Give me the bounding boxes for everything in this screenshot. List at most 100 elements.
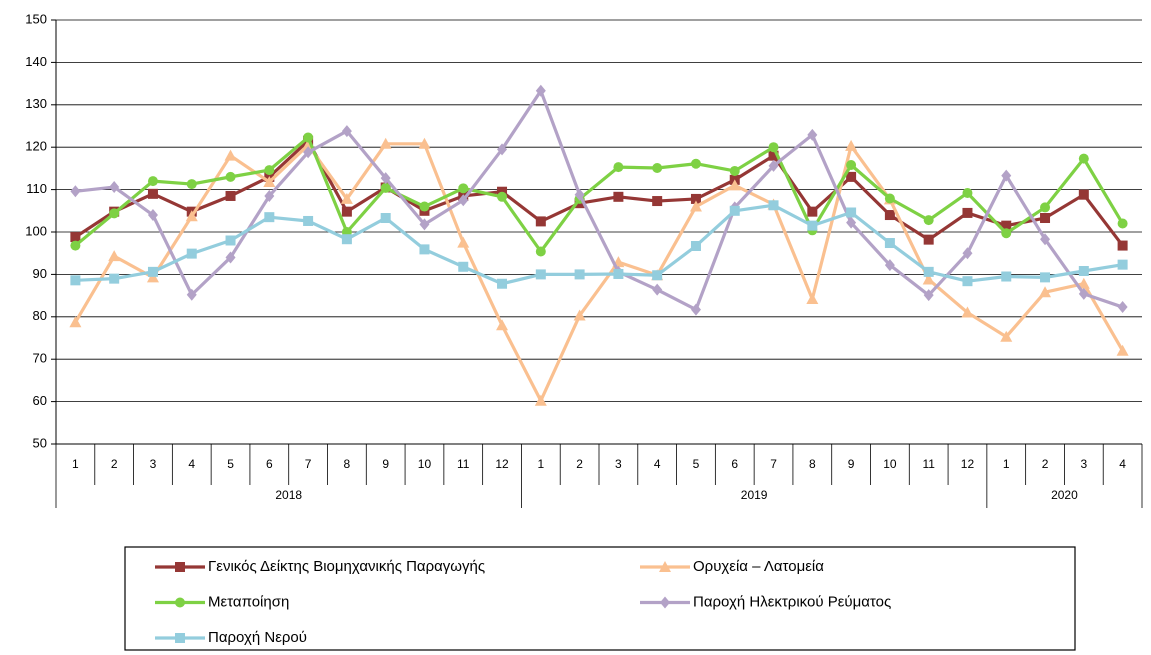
x-tick-label: 10	[418, 457, 432, 471]
marker	[652, 283, 663, 296]
marker	[922, 273, 935, 285]
marker	[340, 192, 353, 204]
marker	[303, 215, 314, 226]
x-tick-label: 9	[848, 457, 855, 471]
marker	[264, 165, 275, 176]
marker	[496, 319, 509, 331]
x-tick-label: 3	[615, 457, 622, 471]
x-tick-label: 4	[188, 457, 195, 471]
marker	[147, 188, 158, 199]
marker	[419, 218, 430, 231]
legend-box	[124, 546, 1076, 651]
marker	[807, 128, 818, 141]
marker	[175, 633, 185, 643]
marker	[846, 160, 857, 171]
marker	[1001, 169, 1012, 182]
marker	[1117, 218, 1128, 229]
y-tick-label: 50	[33, 435, 47, 450]
series	[70, 132, 1128, 257]
marker	[147, 209, 158, 222]
x-tick-label: 11	[922, 457, 935, 471]
marker	[70, 232, 81, 243]
marker	[225, 235, 236, 246]
marker	[458, 194, 469, 207]
marker	[534, 394, 547, 406]
x-tick-label: 10	[883, 457, 897, 471]
marker	[1039, 286, 1052, 298]
series-line	[75, 89, 1124, 312]
marker	[535, 246, 546, 257]
marker	[535, 84, 546, 97]
legend-label: Γενικός Δείκτης Βιομηχανικής Παραγωγής	[208, 558, 485, 575]
x-tick-label: 1	[537, 457, 544, 471]
marker	[341, 234, 352, 245]
y-tick-label: 80	[33, 308, 47, 323]
marker	[1040, 233, 1051, 246]
marker	[923, 234, 934, 245]
marker	[186, 248, 197, 259]
x-tick-label: 6	[731, 457, 738, 471]
marker	[70, 240, 81, 251]
x-tick-label: 8	[344, 457, 351, 471]
marker	[660, 596, 670, 609]
x-tick-label: 2	[576, 457, 583, 471]
marker	[497, 143, 508, 156]
marker	[380, 213, 391, 224]
x-tick-label: 12	[495, 457, 509, 471]
y-tick-label: 110	[26, 181, 47, 196]
series	[70, 200, 1128, 289]
marker	[846, 207, 857, 218]
marker	[497, 278, 508, 289]
x-tick-label: 6	[266, 457, 273, 471]
y-tick-label: 140	[25, 54, 47, 69]
x-group-label: 2018	[275, 488, 302, 502]
marker	[535, 216, 546, 227]
marker	[659, 561, 671, 572]
marker	[497, 191, 508, 202]
marker	[109, 273, 120, 284]
marker	[613, 268, 624, 279]
x-tick-label: 7	[305, 457, 312, 471]
marker	[690, 158, 701, 169]
series-line	[74, 135, 1124, 254]
marker	[108, 250, 121, 262]
marker	[1078, 287, 1089, 300]
marker	[807, 220, 818, 231]
x-tick-label: 1	[72, 457, 79, 471]
marker	[303, 146, 314, 159]
marker	[961, 306, 974, 318]
marker	[806, 292, 819, 304]
y-tick-label: 120	[25, 139, 47, 154]
y-tick-label: 90	[33, 266, 47, 281]
marker	[175, 597, 185, 608]
y-tick-label: 60	[33, 393, 47, 408]
marker	[186, 288, 197, 301]
marker	[884, 238, 895, 249]
marker	[224, 149, 237, 161]
marker	[264, 189, 275, 202]
y-tick-label: 100	[25, 223, 47, 238]
marker	[458, 261, 469, 272]
marker	[846, 171, 857, 182]
marker	[807, 206, 818, 217]
marker	[1040, 213, 1051, 224]
marker	[109, 208, 120, 219]
series-line	[74, 142, 1124, 403]
legend-label: Παροχή Ηλεκτρικού Ρεύματος	[693, 593, 891, 610]
marker	[884, 259, 895, 272]
marker	[185, 210, 198, 222]
marker	[690, 303, 701, 316]
marker	[574, 188, 585, 201]
marker	[1040, 202, 1051, 213]
y-tick-label: 70	[33, 351, 47, 366]
marker	[1077, 277, 1090, 289]
marker	[341, 125, 352, 138]
marker	[768, 150, 779, 161]
marker	[846, 216, 857, 229]
marker	[962, 207, 973, 218]
marker	[147, 266, 158, 277]
x-tick-label: 8	[809, 457, 816, 471]
marker	[1117, 259, 1128, 270]
marker	[418, 137, 431, 149]
marker	[962, 247, 973, 260]
